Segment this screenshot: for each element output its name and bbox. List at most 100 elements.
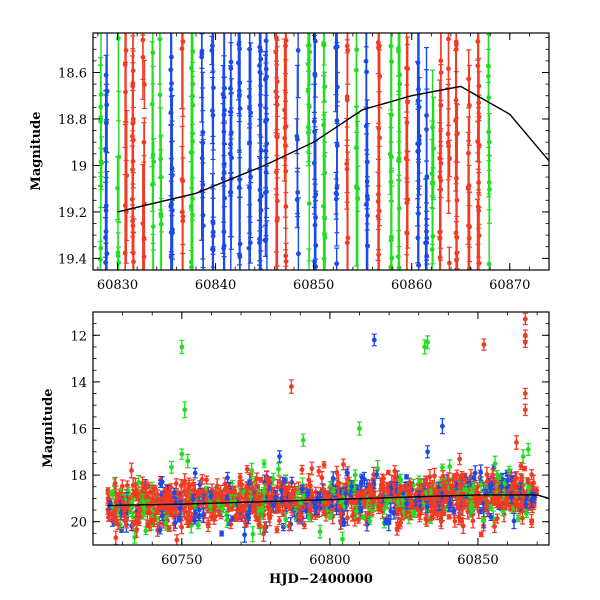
top-point-green [306, 201, 312, 206]
top-point-green [388, 112, 394, 118]
top-point-red [404, 65, 410, 71]
top-point-blue [236, 185, 242, 190]
top-point-blue [333, 196, 339, 202]
top-point-green [98, 245, 104, 251]
bottom-point-red [316, 468, 322, 474]
bottom-point-green [478, 482, 484, 488]
top-point-red [179, 177, 185, 182]
top-point-blue [424, 240, 430, 246]
top-point-green [395, 254, 401, 260]
bottom-point-green [130, 514, 136, 520]
top-point-red [453, 118, 459, 124]
top-point-red [376, 276, 381, 281]
top-point-red [130, 80, 136, 86]
bottom-point-blue [471, 475, 477, 481]
top-point-blue [209, 43, 215, 49]
top-point-blue [424, 127, 429, 132]
bottom-point-red [519, 475, 524, 481]
top-point-green [98, 92, 104, 97]
top-point-blue [247, 46, 253, 52]
top-point-blue [104, 102, 110, 108]
top-point-red [140, 37, 146, 43]
top-point-red [345, 47, 351, 53]
top-point-blue [312, 73, 318, 78]
top-point-red [446, 36, 451, 42]
bottom-point-green [492, 461, 498, 467]
bottom-point-red [182, 489, 187, 494]
top-point-blue [294, 133, 300, 139]
bottom-point-red [258, 477, 264, 483]
top-point-green [322, 235, 328, 240]
top-point-blue [295, 47, 301, 53]
top-point-red [476, 144, 482, 149]
top-point-red [344, 166, 350, 172]
bottom-panel-data [105, 312, 540, 545]
top-point-blue [265, 279, 270, 284]
top-panel-frame [92, 32, 550, 271]
top-point-green [486, 180, 492, 185]
top-point-red [141, 254, 147, 260]
bottom-point-red [274, 527, 280, 533]
top-point-red [466, 76, 472, 82]
top-point-blue [229, 155, 234, 161]
top-point-blue [210, 85, 216, 91]
top-point-red [283, 259, 289, 264]
top-point-red [179, 46, 185, 52]
top-point-green [486, 139, 492, 145]
bottom-point-green [375, 466, 381, 471]
top-point-green [115, 35, 121, 41]
top-point-green [159, 276, 164, 281]
top-point-red [438, 102, 444, 108]
bottom-point-green [250, 531, 256, 537]
top-panel-ylabel: Magnitude [29, 111, 44, 190]
top-point-blue [228, 59, 234, 65]
top-point-red [180, 214, 186, 220]
bottom-point-red [204, 477, 209, 483]
top-point-red [142, 82, 147, 87]
top-point-red [475, 274, 480, 279]
top-point-blue [199, 54, 205, 60]
top-point-red [122, 62, 128, 67]
bottom-point-blue [192, 510, 198, 516]
bottom-point-red [244, 466, 250, 472]
top-point-green [189, 264, 194, 270]
bottom-point-green [143, 528, 149, 534]
bottom-point-red [124, 483, 130, 488]
top-point-green [355, 186, 361, 192]
top-point-blue [334, 44, 340, 50]
bottom-point-red [277, 518, 282, 524]
top-point-blue [296, 251, 301, 257]
bottom-point-red [427, 474, 433, 480]
top-point-blue [221, 112, 227, 118]
top-xtick-label: 60870 [489, 278, 530, 293]
top-xtick-label: 60840 [195, 278, 236, 293]
bottom-point-red [299, 467, 305, 473]
top-point-red [283, 38, 289, 43]
top-point-blue [237, 241, 243, 247]
top-point-red [140, 221, 146, 226]
bottom-point-green [340, 536, 345, 542]
top-point-red [453, 230, 459, 236]
top-point-green [116, 154, 122, 160]
top-point-red [130, 218, 136, 224]
top-point-green [158, 213, 164, 218]
top-point-red [376, 252, 382, 258]
top-point-red [180, 39, 186, 44]
top-xtick-label: 60860 [391, 278, 432, 293]
bottom-point-red [525, 477, 531, 483]
top-point-red [446, 143, 452, 149]
bottom-point-red [319, 475, 325, 481]
top-point-blue [210, 220, 216, 226]
top-point-green [396, 158, 402, 164]
top-point-red [475, 39, 481, 44]
top-model-curve [117, 85, 549, 213]
top-point-green [321, 42, 327, 48]
top-panel-axes: 60830 60840 60850 60860 60870 18.6 18.8 19 19.2 1… [58, 33, 550, 293]
top-point-red [122, 250, 128, 256]
top-panel: 60830 60840 60850 60860 60870 18.6 18.8 19 19.2 1… [29, 32, 550, 293]
bottom-point-red [452, 518, 458, 524]
top-point-green [151, 273, 156, 278]
top-point-blue [210, 108, 215, 113]
bottom-point-red [105, 488, 111, 493]
